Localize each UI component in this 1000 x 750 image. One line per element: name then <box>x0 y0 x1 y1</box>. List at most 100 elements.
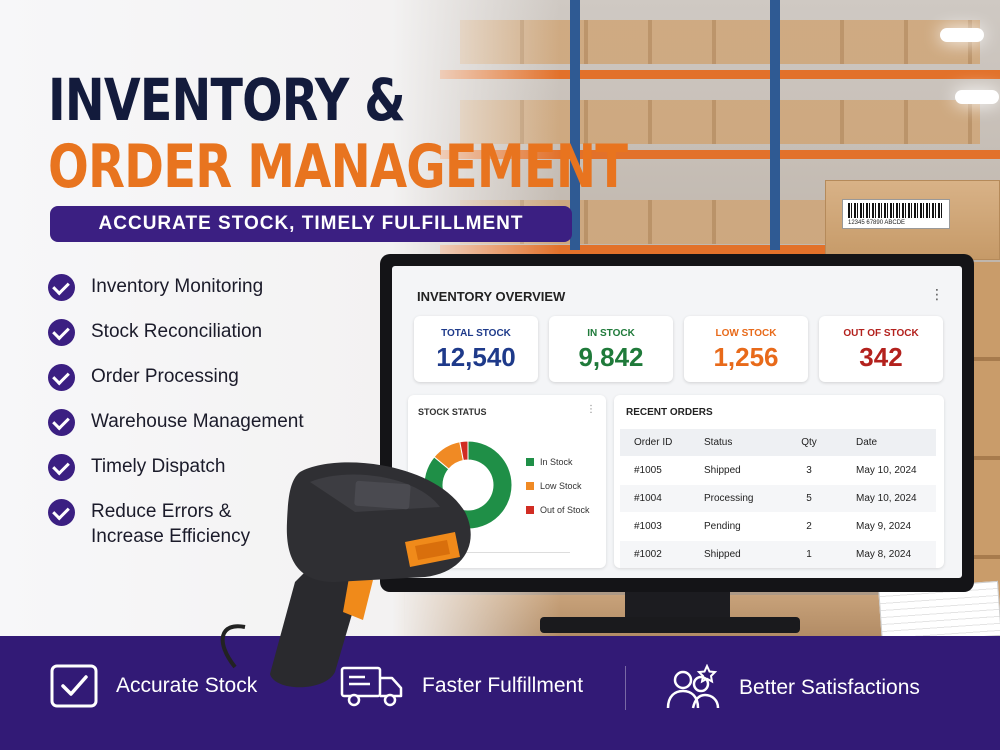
barcode-text: 12345 67890 ABCDE <box>848 220 906 226</box>
check-circle-icon <box>48 454 75 481</box>
scanner-handle <box>270 562 365 688</box>
stat-card-in-stock[interactable]: IN STOCK 9,842 <box>549 316 673 382</box>
stacked-boxes <box>970 262 1000 622</box>
feature-label: Reduce Errors & Increase Efficiency <box>91 501 251 547</box>
delivery-truck-icon <box>340 666 403 707</box>
check-circle-icon <box>48 319 75 346</box>
table-row[interactable]: #1004 Processing 5 May 10, 2024 <box>620 485 936 512</box>
panel-title: STOCK STATUS <box>418 407 487 417</box>
stat-card-low-stock[interactable]: LOW STOCK 1,256 <box>684 316 808 382</box>
benefit-accurate-stock: Accurate Stock <box>50 664 257 708</box>
dashboard-screen: INVENTORY OVERVIEW ⋮ TOTAL STOCK 12,540 … <box>392 266 962 578</box>
band-divider <box>625 666 626 710</box>
order-id: #1004 <box>634 493 662 504</box>
stat-label: LOW STOCK <box>715 328 777 339</box>
stat-value: 1,256 <box>713 342 779 372</box>
column-header: Qty <box>801 437 817 448</box>
order-date: May 10, 2024 <box>856 493 917 504</box>
shelf-post <box>770 0 780 250</box>
check-circle-icon <box>48 364 75 391</box>
table-row[interactable]: #1002 Shipped 1 May 8, 2024 <box>620 541 936 568</box>
headline-line2: ORDER MANAGEMENT <box>48 132 628 202</box>
checkbox-icon <box>50 664 98 708</box>
stat-value: 9,842 <box>578 342 644 372</box>
legend-swatch <box>526 506 534 514</box>
donut-slice-out-of-stock <box>459 440 469 462</box>
headline-line1: INVENTORY & <box>48 66 406 134</box>
feature-label: Warehouse Management <box>91 411 304 432</box>
monitor-stand <box>625 590 730 622</box>
check-circle-icon <box>48 499 75 526</box>
recent-orders-panel: RECENT ORDERS Order ID Status Qty Date #… <box>614 395 944 568</box>
table-row[interactable]: #1003 Pending 2 May 9, 2024 <box>620 513 936 540</box>
kebab-icon[interactable]: ⋮ <box>586 404 596 415</box>
table-header: Order ID Status Qty Date <box>620 429 936 456</box>
shelf-beam <box>440 245 1000 254</box>
legend-item: In Stock <box>526 457 590 467</box>
legend-item: Low Stock <box>526 481 590 491</box>
legend-label: Low Stock <box>540 481 582 491</box>
benefit-label: Accurate Stock <box>116 674 258 697</box>
chart-legend: In Stock Low Stock Out of Stock <box>526 457 590 529</box>
shelf-post <box>570 0 580 250</box>
shelf-beam <box>440 70 1000 79</box>
order-qty: 2 <box>806 521 812 532</box>
column-header: Status <box>704 437 733 448</box>
monitor-base <box>540 617 800 633</box>
legend-swatch <box>526 482 534 490</box>
stat-value: 342 <box>859 342 903 372</box>
ceiling-light <box>940 28 984 42</box>
order-date: May 9, 2024 <box>856 521 912 532</box>
scanner-trigger <box>343 572 373 620</box>
order-status: Shipped <box>704 465 741 476</box>
order-id: #1005 <box>634 465 662 476</box>
tagline-banner: ACCURATE STOCK, TIMELY FULFILLMENT <box>50 206 572 242</box>
cardboard-box: 12345 67890 ABCDE <box>825 180 1000 260</box>
column-header: Date <box>856 437 878 448</box>
order-qty: 3 <box>806 465 812 476</box>
barcode-label: 12345 67890 ABCDE <box>842 199 950 229</box>
panel-title: RECENT ORDERS <box>626 407 713 418</box>
order-qty: 5 <box>806 493 812 504</box>
legend-swatch <box>526 458 534 466</box>
scanner-window <box>354 480 411 510</box>
ceiling-light <box>955 90 999 104</box>
legend-label: Out of Stock <box>540 505 590 515</box>
check-circle-icon <box>48 274 75 301</box>
table-row[interactable]: #1005 Shipped 3 May 10, 2024 <box>620 457 936 484</box>
stat-label: TOTAL STOCK <box>441 328 511 339</box>
stat-value: 12,540 <box>436 342 516 372</box>
feature-label: Timely Dispatch <box>91 456 226 477</box>
feature-item: Reduce Errors & Increase Efficiency <box>48 499 368 549</box>
benefit-label: Better Satisfactions <box>739 676 920 699</box>
scanner-lens-inner <box>415 540 450 560</box>
legend-item: Out of Stock <box>526 505 590 515</box>
order-status: Processing <box>704 493 754 504</box>
order-id: #1003 <box>634 521 662 532</box>
column-header: Order ID <box>634 437 673 448</box>
tagline-text: ACCURATE STOCK, TIMELY FULFILLMENT <box>98 213 524 234</box>
benefit-better-satisfactions: Better Satisfactions <box>665 664 920 712</box>
scanner-cable <box>220 624 246 669</box>
check-circle-icon <box>48 409 75 436</box>
users-star-icon <box>666 664 720 709</box>
shelf-beam <box>440 150 1000 159</box>
kebab-icon[interactable]: ⋮ <box>930 286 944 302</box>
monitor: INVENTORY OVERVIEW ⋮ TOTAL STOCK 12,540 … <box>380 254 974 592</box>
stat-label: OUT OF STOCK <box>843 328 919 339</box>
feature-label: Order Processing <box>91 366 239 387</box>
stat-card-total[interactable]: TOTAL STOCK 12,540 <box>414 316 538 382</box>
dashboard-title: INVENTORY OVERVIEW <box>417 289 566 304</box>
order-status: Pending <box>704 521 741 532</box>
order-qty: 1 <box>806 549 812 560</box>
benefits-band: Accurate Stock Faster Fulfillment Better… <box>0 636 1000 750</box>
feature-item: Warehouse Management <box>48 409 368 436</box>
benefit-faster-fulfillment: Faster Fulfillment <box>340 664 583 708</box>
feature-label: Stock Reconciliation <box>91 321 263 342</box>
benefit-label: Faster Fulfillment <box>422 674 584 697</box>
stat-card-out-of-stock[interactable]: OUT OF STOCK 342 <box>819 316 943 382</box>
feature-item: Inventory Monitoring <box>48 274 368 301</box>
feature-item: Timely Dispatch <box>48 454 368 481</box>
order-date: May 10, 2024 <box>856 465 917 476</box>
legend-label: In Stock <box>540 457 573 467</box>
